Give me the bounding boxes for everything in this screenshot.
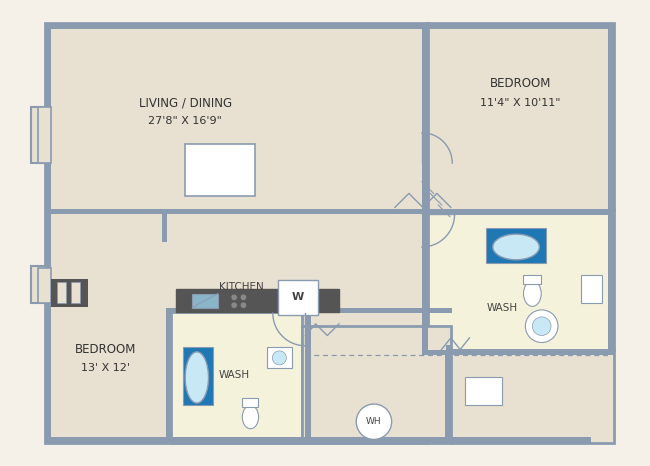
Ellipse shape — [523, 281, 541, 307]
Bar — [242, 398, 258, 407]
Ellipse shape — [493, 234, 540, 260]
Bar — [306, 308, 311, 443]
Text: 13' X 12': 13' X 12' — [81, 363, 131, 373]
Bar — [302, 326, 451, 443]
Bar — [266, 347, 292, 368]
Bar — [31, 107, 50, 163]
Bar — [176, 289, 339, 312]
Bar — [422, 210, 616, 215]
Bar — [422, 350, 616, 355]
Bar — [422, 23, 428, 214]
Text: LIVING / DINING: LIVING / DINING — [138, 96, 232, 109]
Bar — [51, 279, 88, 307]
Text: BEDROOM: BEDROOM — [75, 343, 136, 356]
Text: 11'4" X 10'11": 11'4" X 10'11" — [480, 97, 561, 108]
Bar — [278, 280, 318, 315]
Bar — [38, 107, 51, 163]
Text: WH: WH — [366, 417, 382, 426]
Bar — [46, 437, 591, 443]
Bar — [46, 23, 428, 443]
Bar — [422, 23, 616, 29]
Bar — [428, 210, 614, 350]
Bar — [445, 354, 451, 443]
Bar — [523, 275, 541, 284]
Bar — [486, 228, 547, 263]
Bar — [608, 23, 614, 350]
Bar — [38, 268, 51, 303]
Bar — [183, 347, 213, 405]
Bar — [57, 282, 66, 303]
Circle shape — [231, 294, 237, 301]
Circle shape — [240, 294, 247, 301]
Bar — [31, 266, 50, 303]
Bar — [162, 210, 168, 242]
Bar — [171, 312, 302, 443]
Circle shape — [532, 317, 551, 336]
Circle shape — [356, 404, 392, 439]
Bar — [465, 377, 502, 405]
Bar — [185, 144, 255, 196]
Ellipse shape — [185, 352, 209, 403]
Text: WASH: WASH — [218, 370, 250, 380]
Bar — [581, 275, 603, 303]
Circle shape — [240, 302, 247, 308]
Ellipse shape — [242, 405, 259, 429]
Bar — [428, 23, 614, 210]
Text: WASH: WASH — [486, 302, 517, 313]
Text: 27'8" X 16'9": 27'8" X 16'9" — [148, 116, 222, 126]
Text: W: W — [292, 292, 304, 302]
Bar — [422, 210, 428, 350]
Text: BEDROOM: BEDROOM — [490, 77, 551, 90]
Bar — [71, 282, 81, 303]
Bar — [46, 23, 614, 29]
Bar — [445, 350, 616, 355]
Bar — [192, 294, 218, 308]
Bar — [166, 308, 171, 443]
Bar — [446, 345, 452, 443]
Bar — [46, 209, 428, 214]
Circle shape — [272, 351, 286, 365]
Bar — [46, 23, 51, 443]
Text: KITCHEN: KITCHEN — [219, 281, 263, 292]
Bar — [166, 308, 452, 313]
Circle shape — [231, 302, 237, 308]
Bar — [451, 350, 614, 443]
Circle shape — [525, 310, 558, 343]
